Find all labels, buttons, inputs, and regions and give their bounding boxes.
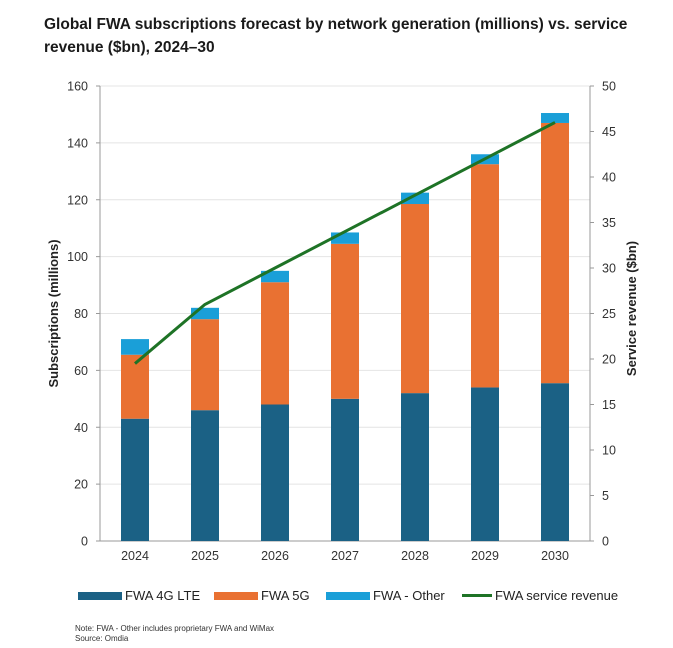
- y2-tick-label: 5: [602, 489, 609, 503]
- legend-swatch-revenue: [462, 594, 492, 597]
- bar-fwa-5g-2029: [471, 164, 499, 388]
- x-tick-label: 2030: [541, 549, 569, 563]
- x-tick-label: 2029: [471, 549, 499, 563]
- bar-fwa-other-2024: [121, 339, 149, 355]
- legend-label-5g: FWA 5G: [261, 588, 310, 603]
- y2-tick-label: 35: [602, 216, 616, 230]
- legend-swatch-4g: [78, 591, 122, 600]
- source-text: Source: Omdia: [75, 634, 129, 643]
- x-tick-label: 2027: [331, 549, 359, 563]
- footnotes: Note: FWA - Other includes proprietary F…: [75, 624, 274, 644]
- bar-fwa-other-2030: [541, 113, 569, 123]
- y2-tick-label: 50: [602, 80, 616, 94]
- bar-fwa-5g-2030: [541, 122, 569, 384]
- y-tick-label: 140: [67, 136, 88, 150]
- y-tick-label: 160: [67, 80, 88, 94]
- legend-item-5g: FWA 5G: [214, 588, 310, 603]
- bar-fwa-5g-2024: [121, 354, 149, 419]
- y2-tick-label: 15: [602, 398, 616, 412]
- y-tick-label: 20: [74, 478, 88, 492]
- y-tick-label: 0: [81, 535, 88, 549]
- legend-item-4g: FWA 4G LTE: [78, 588, 200, 603]
- bar-fwa-5g-2026: [261, 282, 289, 405]
- bar-fwa-4g-lte-2028: [401, 393, 429, 541]
- legend-item-other: FWA - Other: [326, 588, 445, 603]
- bar-fwa-other-2025: [191, 307, 219, 320]
- x-tick-label: 2024: [121, 549, 149, 563]
- y-tick-label: 60: [74, 364, 88, 378]
- y2-tick-label: 30: [602, 262, 616, 276]
- x-tick-label: 2025: [191, 549, 219, 563]
- legend-swatch-5g: [214, 591, 258, 600]
- bar-fwa-5g-2028: [401, 204, 429, 394]
- bar-fwa-4g-lte-2030: [541, 383, 569, 541]
- y2-tick-label: 45: [602, 125, 616, 139]
- bar-fwa-4g-lte-2024: [121, 418, 149, 541]
- y-tick-label: 80: [74, 307, 88, 321]
- bar-fwa-4g-lte-2026: [261, 404, 289, 541]
- legend-label-other: FWA - Other: [373, 588, 445, 603]
- legend-swatch-other: [326, 591, 370, 600]
- bar-fwa-5g-2027: [331, 243, 359, 399]
- legend: FWA 4G LTE FWA 5G FWA - Other FWA servic…: [78, 588, 638, 608]
- x-tick-label: 2028: [401, 549, 429, 563]
- y-tick-label: 100: [67, 250, 88, 264]
- legend-label-revenue: FWA service revenue: [495, 588, 619, 603]
- y2-tick-label: 25: [602, 307, 616, 321]
- y2-tick-label: 10: [602, 444, 616, 458]
- bar-fwa-other-2026: [261, 270, 289, 283]
- legend-item-revenue: FWA service revenue: [462, 588, 618, 603]
- bar-fwa-other-2027: [331, 232, 359, 244]
- chart-title: Global FWA subscriptions forecast by net…: [44, 16, 628, 56]
- y2-tick-label: 0: [602, 535, 609, 549]
- note-text: Note: FWA - Other includes proprietary F…: [75, 624, 275, 633]
- bar-fwa-4g-lte-2029: [471, 387, 499, 541]
- y-tick-label: 120: [67, 193, 88, 207]
- bar-fwa-5g-2025: [191, 319, 219, 411]
- y2-tick-label: 20: [602, 353, 616, 367]
- y-tick-label: 40: [74, 421, 88, 435]
- bar-fwa-other-2028: [401, 192, 429, 205]
- bar-fwa-4g-lte-2027: [331, 398, 359, 541]
- legend-label-4g: FWA 4G LTE: [125, 588, 201, 603]
- bar-fwa-4g-lte-2025: [191, 410, 219, 541]
- y-axis-title: Subscriptions (millions): [46, 239, 61, 387]
- x-tick-label: 2026: [261, 549, 289, 563]
- y2-axis-title: Service revenue ($bn): [624, 241, 639, 376]
- y2-tick-label: 40: [602, 171, 616, 185]
- revenue-line: [134, 121, 556, 365]
